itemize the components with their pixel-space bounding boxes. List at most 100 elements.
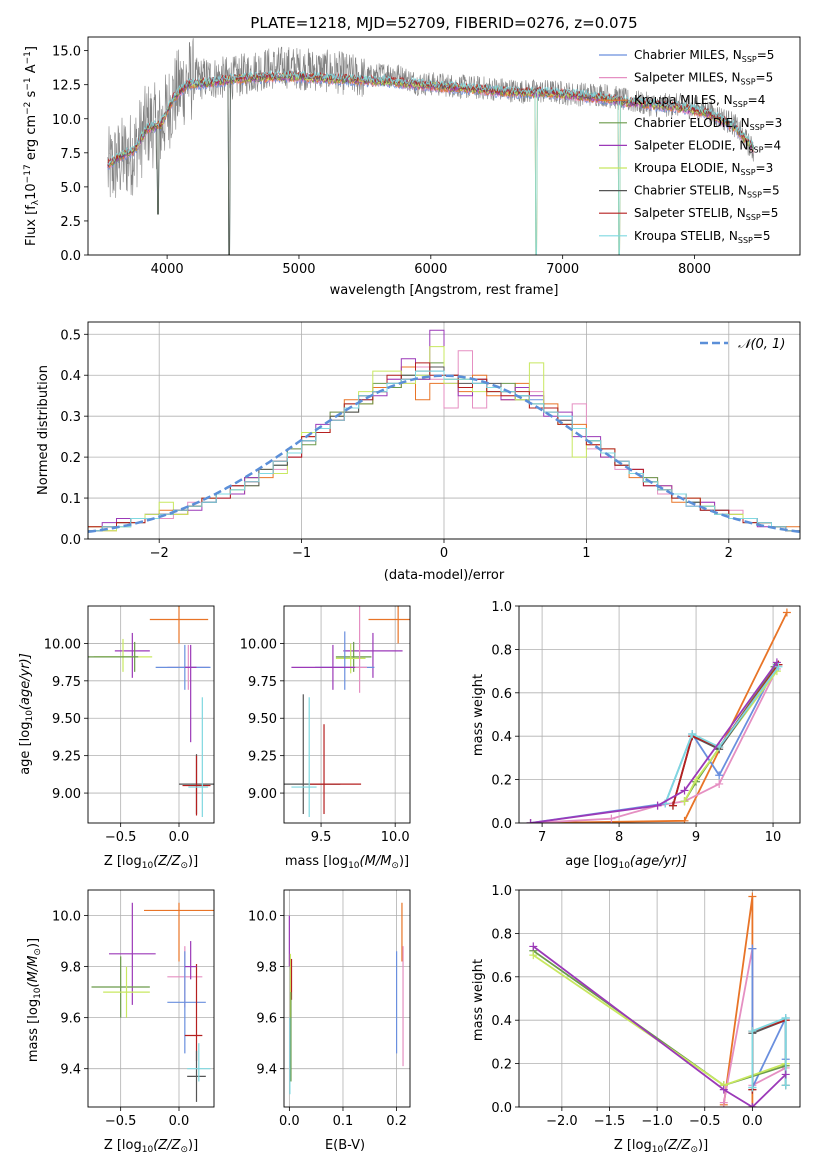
y-tick-label: 0.2 xyxy=(60,451,81,466)
x-tick-label: −0.5 xyxy=(689,1114,721,1129)
x-tick-label: −2.0 xyxy=(546,1114,578,1129)
series-marker xyxy=(782,608,791,617)
y-tick-label: 0.4 xyxy=(491,1014,512,1029)
series-lines xyxy=(526,608,791,823)
y-tick-label: 9.00 xyxy=(248,787,277,802)
axes-frame xyxy=(87,605,215,824)
mw-z-ylabel: mass weight xyxy=(471,959,486,1041)
spectrum-panel: PLATE=1218, MJD=52709, FIBERID=0276, z=0… xyxy=(23,14,801,298)
series-marker xyxy=(719,1098,728,1107)
series-marker xyxy=(781,1014,790,1023)
mass-z-xlabel: Z [log10(Z/Z⊙)] xyxy=(104,1138,198,1155)
series-line xyxy=(722,948,787,1103)
y-tick-label: 9.6 xyxy=(60,1012,81,1027)
y-tick-label: 0.0 xyxy=(60,533,81,548)
x-tick-label: 7 xyxy=(538,830,546,845)
mass-vs-metallicity-panel: Z [log10(Z/Z⊙)] mass [log10(M/M⊙)] −0.5 0… xyxy=(26,889,215,1155)
axes-frame xyxy=(283,605,411,824)
y-tick-label: 9.00 xyxy=(52,787,81,802)
age-vs-mass-panel: mass [log10(M/M⊙)] 9.5 10.0 9.00 9.25 9.50 9.… xyxy=(240,605,411,871)
legend-label: 𝒩(0, 1) xyxy=(738,337,785,352)
y-tick-label: 7.5 xyxy=(60,147,81,162)
spectrum-title: PLATE=1218, MJD=52709, FIBERID=0276, z=0… xyxy=(250,14,637,32)
y-tick-label: 9.4 xyxy=(60,1063,81,1078)
series-line xyxy=(532,945,787,1107)
mass-vs-ebv-panel: E(B-V) 0.0 0.1 0.2 9.4 9.6 9.8 10.0 xyxy=(248,889,411,1153)
x-tick-label: 7000 xyxy=(546,262,579,277)
y-tick-label: 0.6 xyxy=(491,687,512,702)
mass-z-ylabel: mass [log10(M/M⊙)] xyxy=(26,938,43,1062)
y-tick-label: 15.0 xyxy=(52,45,81,60)
series-marker xyxy=(607,814,616,823)
y-tick-label: 9.8 xyxy=(256,961,277,976)
y-tick-label: 9.25 xyxy=(248,750,277,765)
gaussian-curve xyxy=(88,374,800,534)
mw-z-xlabel: Z [log10(Z/Z⊙)] xyxy=(614,1138,708,1155)
y-tick-label: 0.2 xyxy=(491,1058,512,1073)
x-tick-label: −0.5 xyxy=(105,1114,137,1129)
x-tick-label: 0.0 xyxy=(169,1114,190,1129)
series-marker xyxy=(680,786,689,795)
x-tick-label: 0 xyxy=(440,546,448,561)
y-tick-label: 0.3 xyxy=(60,410,81,425)
y-tick-label: 1.0 xyxy=(491,600,512,615)
series-marker xyxy=(748,1083,757,1092)
legend-label: Chabrier STELIB, NSSP=5 xyxy=(634,184,780,200)
legend-label: Kroupa MILES, NSSP=4 xyxy=(634,93,765,109)
age-z-ylabel: age [log10(age/yr)] xyxy=(18,653,35,775)
histogram-xlabel: (data-model)/error xyxy=(384,568,505,583)
x-tick-label: 0.0 xyxy=(169,830,190,845)
axes-frame xyxy=(87,36,801,256)
series-marker xyxy=(529,951,538,960)
x-tick-label: 8 xyxy=(615,830,623,845)
spectrum-lines xyxy=(107,38,754,255)
y-tick-label: 9.4 xyxy=(256,1063,277,1078)
age-vs-metallicity-panel: Z [log10(Z/Z⊙)] age [log10(age/yr)] −0.5… xyxy=(18,605,215,871)
y-tick-label: 9.75 xyxy=(52,675,81,690)
x-tick-label: 10 xyxy=(765,830,782,845)
x-tick-label: 10.0 xyxy=(381,830,410,845)
x-tick-label: −1.5 xyxy=(594,1114,626,1129)
axes-frame xyxy=(518,889,801,1108)
y-tick-label: 0.8 xyxy=(491,643,512,658)
y-tick-label: 0.1 xyxy=(60,492,81,507)
series-marker xyxy=(772,658,781,667)
y-tick-label: 9.25 xyxy=(52,750,81,765)
y-tick-label: 10.00 xyxy=(240,637,277,652)
y-tick-label: 0.4 xyxy=(491,730,512,745)
y-tick-label: 0.0 xyxy=(491,1101,512,1116)
series-marker xyxy=(526,819,535,823)
errorbar-marks xyxy=(284,606,410,818)
x-tick-label: 5000 xyxy=(282,262,315,277)
series-marker xyxy=(688,730,697,739)
y-tick-label: 0.2 xyxy=(491,774,512,789)
histogram-steps xyxy=(88,329,800,539)
axes-frame xyxy=(518,605,801,824)
y-tick-label: 12.5 xyxy=(52,79,81,94)
series-marker xyxy=(680,816,689,823)
series-marker xyxy=(653,801,662,810)
x-tick-label: 0.2 xyxy=(386,1114,407,1129)
series-marker xyxy=(781,1081,790,1090)
x-tick-label: −2 xyxy=(150,546,169,561)
legend-label: Salpeter ELODIE, NSSP=4 xyxy=(634,138,781,154)
x-tick-label: 0.0 xyxy=(742,1114,763,1129)
y-tick-label: 0.5 xyxy=(60,328,81,343)
residual-histogram-panel: (data-model)/error Normed distribution −… xyxy=(36,321,801,583)
y-tick-label: 2.5 xyxy=(60,215,81,230)
x-tick-label: −1 xyxy=(292,546,311,561)
series-marker xyxy=(680,797,689,806)
y-tick-label: 0.4 xyxy=(60,369,81,384)
y-tick-label: 9.6 xyxy=(256,1012,277,1027)
mw-age-xlabel: age [log10(age/yr)] xyxy=(565,854,687,871)
x-tick-label: 4000 xyxy=(151,262,184,277)
series-marker xyxy=(715,771,724,780)
legend-label: Chabrier ELODIE, NSSP=3 xyxy=(634,116,782,132)
y-tick-label: 0.0 xyxy=(491,817,512,832)
x-tick-label: −1.0 xyxy=(641,1114,673,1129)
legend-label: Kroupa STELIB, NSSP=5 xyxy=(634,229,771,245)
x-tick-label: 0.0 xyxy=(279,1114,300,1129)
y-tick-label: 1.0 xyxy=(491,884,512,899)
errorbar-marks xyxy=(91,902,214,1102)
y-tick-label: 9.75 xyxy=(248,675,277,690)
